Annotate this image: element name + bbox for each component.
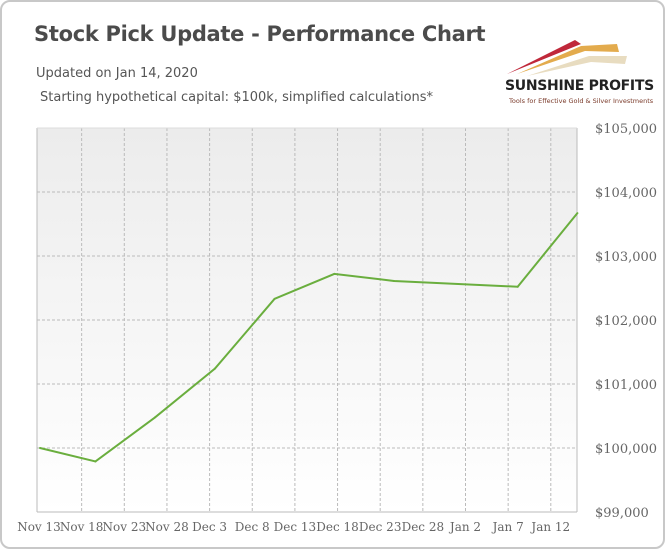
data-point (154, 416, 157, 419)
x-tick-label: Nov 13 (17, 520, 61, 534)
y-tick-label: $99,000 (595, 506, 649, 521)
data-point (516, 285, 519, 288)
updated-date: Updated on Jan 14, 2020 (36, 66, 198, 81)
x-tick-label: Nov 28 (145, 520, 189, 534)
data-point (333, 272, 336, 275)
x-tick-label: Jan 12 (529, 520, 570, 534)
y-tick-label: $100,000 (595, 442, 657, 457)
data-point (392, 279, 395, 282)
x-tick-label: Dec 13 (274, 520, 317, 534)
data-point (94, 460, 97, 463)
sunshine-profits-logo: SUNSHINE PROFITS Tools for Effective Gol… (497, 34, 663, 114)
data-point (273, 297, 276, 300)
x-tick-label: Dec 23 (359, 520, 402, 534)
chart-title: Stock Pick Update - Performance Chart (34, 22, 486, 46)
data-point (213, 367, 216, 370)
y-tick-label: $105,000 (595, 122, 657, 137)
y-tick-label: $103,000 (595, 250, 657, 265)
data-point (576, 212, 579, 215)
y-tick-label: $102,000 (595, 314, 657, 329)
y-tick-label: $101,000 (595, 378, 657, 393)
x-tick-label: Dec 3 (192, 520, 227, 534)
y-tick-label: $104,000 (595, 186, 657, 201)
x-tick-label: Jan 2 (448, 520, 481, 534)
x-tick-label: Dec 28 (402, 520, 445, 534)
x-tick-label: Jan 7 (491, 520, 524, 534)
x-tick-label: Nov 18 (60, 520, 104, 534)
logo-rays-icon (507, 40, 627, 76)
capital-note: Starting hypothetical capital: $100k, si… (40, 90, 434, 105)
data-point (39, 447, 41, 449)
x-tick-label: Dec 8 (235, 520, 270, 534)
x-tick-label: Dec 18 (316, 520, 359, 534)
logo-tagline: Tools for Effective Gold & Silver Invest… (509, 97, 654, 105)
x-tick-label: Nov 23 (103, 520, 147, 534)
logo-brand: SUNSHINE PROFITS (505, 78, 654, 94)
